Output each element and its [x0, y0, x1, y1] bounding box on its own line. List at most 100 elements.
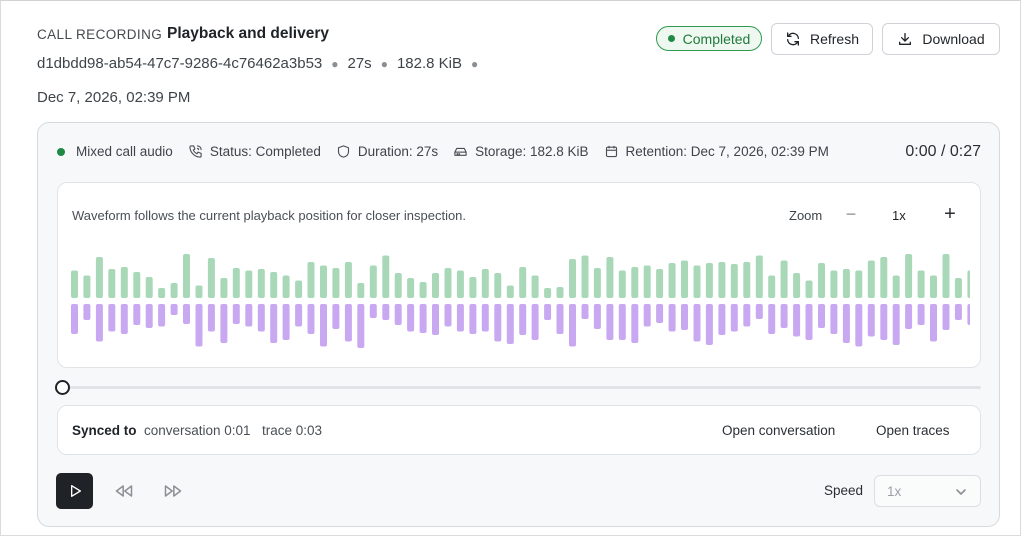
waveform[interactable] [68, 243, 970, 359]
waveform-bar-top [755, 255, 763, 298]
storage-info: Storage: 182.8 KiB [453, 144, 589, 159]
waveform-bar-top [880, 257, 888, 298]
waveform-bar-top [631, 267, 639, 298]
waveform-bar-top [954, 278, 962, 298]
waveform-bar-top [95, 257, 103, 298]
waveform-bar-top [818, 263, 825, 298]
play-icon [70, 485, 81, 497]
player-panel: Mixed call audio Status: Completed Durat… [37, 122, 1000, 527]
waveform-bar-top [855, 270, 863, 298]
refresh-button-label: Refresh [809, 31, 860, 47]
waveform-bar-bottom [917, 304, 925, 325]
waveform-bar-top [656, 269, 664, 298]
waveform-bar-top [917, 270, 925, 298]
waveform-bar-top [681, 260, 688, 298]
waveform-bar-top [569, 259, 576, 298]
waveform-bar-bottom [718, 304, 726, 335]
waveform-bar-top [232, 268, 240, 298]
waveform-bar-top [668, 263, 676, 298]
speed-value: 1x [887, 483, 902, 499]
waveform-bar-bottom [631, 304, 639, 343]
waveform-bar-bottom [581, 304, 589, 319]
waveform-bar-bottom [618, 304, 626, 340]
waveform-bar-top [257, 269, 265, 298]
waveform-bar-bottom [120, 304, 128, 334]
waveform-bar-top [842, 269, 850, 298]
waveform-caption: Waveform follows the current playback po… [72, 208, 467, 223]
waveform-bar-top [320, 265, 327, 298]
waveform-bar-top [494, 273, 502, 298]
open-conversation-button[interactable]: Open conversation [722, 423, 836, 438]
status-info: Status: Completed [188, 144, 321, 159]
waveform-bar-top [506, 285, 514, 298]
play-button[interactable] [56, 473, 93, 509]
time-readout: 0:00 / 0:27 [905, 143, 981, 160]
waveform-bar-top [867, 260, 875, 298]
waveform-bar-top [531, 275, 539, 298]
waveform-bar-bottom [295, 304, 303, 327]
seek-handle[interactable] [55, 380, 70, 395]
recording-info-row: Mixed call audio Status: Completed Durat… [57, 144, 844, 159]
waveform-bar-bottom [481, 304, 489, 332]
waveform-bar-top [693, 265, 701, 298]
speed-select[interactable]: 1x [874, 475, 981, 507]
waveform-bar-bottom [681, 304, 688, 330]
waveform-bar-bottom [755, 304, 763, 319]
waveform-bar-bottom [544, 304, 552, 320]
waveform-bar-top [718, 262, 726, 298]
sync-label: Synced to [72, 423, 137, 438]
waveform-bar-bottom [382, 304, 390, 320]
waveform-bar-top [444, 268, 452, 298]
seek-track[interactable] [57, 386, 981, 389]
waveform-bar-bottom [556, 304, 564, 334]
waveform-bar-top [606, 257, 614, 298]
channel-label: Mixed call audio [76, 144, 173, 159]
waveform-bar-top [730, 264, 738, 298]
waveform-bar-bottom [705, 304, 713, 345]
chevron-down-icon [956, 489, 966, 495]
waveform-bar-top [618, 270, 626, 298]
waveform-bar-top [942, 254, 950, 298]
waveform-bar-top [793, 273, 801, 298]
refresh-button[interactable]: Refresh [771, 23, 873, 55]
waveform-bar-bottom [108, 304, 116, 332]
waveform-bar-top [344, 262, 352, 298]
waveform-bar-bottom [158, 304, 166, 327]
zoom-in-button[interactable]: + [944, 203, 956, 225]
recording-duration: 27s [347, 55, 372, 72]
waveform-bar-bottom [730, 304, 738, 332]
open-traces-button[interactable]: Open traces [876, 423, 950, 438]
waveform-bar-bottom [967, 304, 970, 325]
waveform-bar-bottom [830, 304, 838, 334]
waveform-bar-bottom [818, 304, 825, 328]
waveform-bar-top [369, 265, 377, 298]
channel-info: Mixed call audio [57, 144, 173, 159]
waveform-bar-top [108, 269, 116, 298]
waveform-bar-top [133, 272, 141, 298]
waveform-bar-bottom [880, 304, 888, 340]
shield-icon [337, 145, 349, 158]
zoom-value: 1x [892, 208, 906, 223]
waveform-bar-top [830, 270, 838, 298]
download-button[interactable]: Download [882, 23, 1000, 55]
phone-icon [189, 145, 202, 158]
waveform-bar-bottom [407, 304, 415, 332]
waveform-bar-top [432, 273, 439, 298]
waveform-bar-bottom [282, 304, 290, 340]
zoom-out-button[interactable]: − [845, 204, 857, 224]
waveform-bar-top [544, 288, 552, 298]
status-dot-icon [667, 35, 675, 42]
separator-dot: ● [380, 56, 388, 71]
page-title: Playback and delivery [167, 25, 329, 42]
waveform-bar-bottom [320, 304, 327, 347]
waveform-bar-top [581, 255, 589, 298]
waveform-bar-top [593, 268, 601, 298]
waveform-bar-top [905, 254, 913, 298]
skip-forward-button[interactable] [163, 482, 183, 500]
separator-dot: ● [331, 56, 339, 71]
skip-back-button[interactable] [114, 482, 134, 500]
storage-label: Storage: 182.8 KiB [475, 144, 589, 159]
waveform-bar-bottom [805, 304, 813, 340]
waveform-bar-bottom [892, 304, 900, 345]
waveform-bar-top [71, 270, 78, 298]
